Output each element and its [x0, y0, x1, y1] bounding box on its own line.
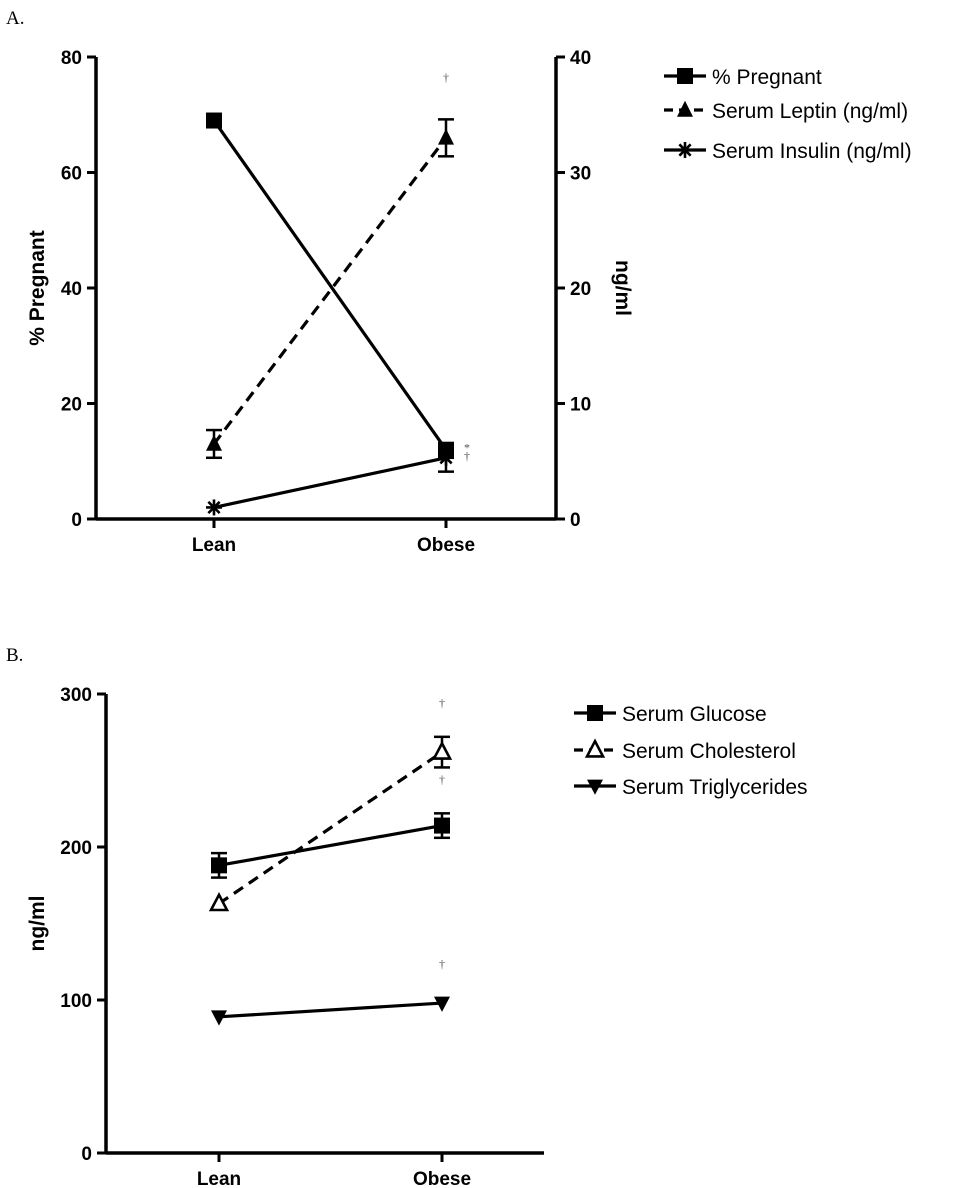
series-serum-insulin-ng-ml	[206, 442, 454, 516]
legend-label-glucose: Serum Glucose	[622, 703, 767, 726]
panel-b-plot-area: 0 100 200 300	[60, 685, 544, 1165]
panel-b-legend: Serum Glucose Serum Cholesterol Serum Tr…	[574, 703, 808, 799]
series-serum-cholesterol	[208, 735, 453, 912]
panel-a-legend: % Pregnant Serum Leptin (ng/ml) Serum In…	[664, 66, 912, 163]
significance-mark: †	[443, 70, 449, 84]
left-axis-tick-label: 60	[61, 164, 82, 185]
series-serum-leptin-ng-ml	[206, 118, 454, 460]
panel-b: B. ng/ml Lean Obese Serum Glucose Serum …	[6, 645, 808, 1188]
left-axis-tick-label: 0	[81, 1144, 92, 1165]
series-line-serum-leptin-ng-ml	[212, 136, 448, 445]
series-serum-glucose	[211, 812, 450, 879]
data-point-serum-triglycerides	[434, 996, 450, 1012]
panel-a: A. % Pregnant ng/ml Lean Obese % Pregnan…	[6, 8, 912, 556]
right-axis-tick-label: 0	[570, 510, 581, 531]
left-axis-tick-label: 100	[60, 991, 92, 1012]
significance-mark: †	[439, 957, 445, 971]
legend-marker-serum-cholesterol	[584, 738, 606, 758]
panel-a-left-axis-title: % Pregnant	[26, 230, 49, 346]
panel-a-label: A.	[6, 8, 24, 29]
legend-label-pregnant: % Pregnant	[712, 66, 822, 89]
data-point-serum-triglycerides	[211, 1010, 227, 1026]
significance-mark: †	[464, 449, 470, 463]
data-point-serum-cholesterol	[431, 740, 453, 760]
series-line-pregnant	[212, 119, 448, 451]
data-point-serum-glucose	[211, 857, 227, 874]
panel-b-x-tick-obese: Obese	[413, 1169, 471, 1188]
legend-label-leptin: Serum Leptin (ng/ml)	[712, 100, 908, 123]
panel-b-left-axis-title: ng/ml	[26, 896, 49, 952]
series-line-serum-triglycerides	[218, 1001, 443, 1019]
significance-mark: *	[464, 441, 470, 455]
legend-label-triglycerides: Serum Triglycerides	[622, 776, 808, 799]
left-axis-tick-label: 80	[61, 48, 82, 69]
left-axis-tick-label: 40	[61, 279, 82, 300]
right-axis-tick-label: 30	[570, 164, 591, 185]
panel-a-right-axis-title: ng/ml	[611, 260, 634, 316]
right-axis-tick-label: 40	[570, 48, 591, 69]
legend-marker-pregnant	[677, 68, 693, 84]
series-line-serum-cholesterol	[218, 750, 443, 905]
legend-marker-serum-glucose	[587, 705, 603, 721]
data-point-serum-glucose	[434, 817, 450, 834]
data-point-serum-leptin-ng-ml	[206, 434, 222, 451]
legend-marker-serum-leptin-ng-ml	[677, 100, 693, 117]
legend-label-cholesterol: Serum Cholesterol	[622, 740, 796, 763]
data-point-serum-leptin-ng-ml	[438, 128, 454, 145]
series-line-serum-insulin-ng-ml	[213, 456, 447, 510]
panel-a-x-tick-obese: Obese	[417, 535, 475, 556]
series-line-serum-glucose	[218, 824, 443, 867]
series-pregnant	[206, 112, 454, 458]
left-axis-tick-label: 200	[60, 838, 92, 859]
significance-mark: †	[439, 696, 445, 710]
legend-marker-serum-insulin-ng-ml	[677, 142, 693, 158]
legend-label-insulin: Serum Insulin (ng/ml)	[712, 140, 912, 163]
right-axis-tick-label: 10	[570, 395, 591, 416]
panel-a-x-tick-lean: Lean	[192, 535, 236, 556]
significance-mark: †	[439, 772, 445, 786]
panel-b-x-tick-lean: Lean	[197, 1169, 241, 1188]
data-point-serum-insulin-ng-ml	[438, 449, 454, 466]
left-axis-tick-label: 0	[71, 510, 82, 531]
data-point-serum-insulin-ng-ml	[206, 499, 222, 516]
panel-a-plot-area: 0 20 40 60 80 0 10 20 30 40	[61, 48, 591, 531]
data-point-serum-cholesterol	[208, 892, 230, 912]
legend-marker-serum-triglycerides	[587, 779, 603, 795]
right-axis-tick-label: 20	[570, 279, 591, 300]
panel-b-label: B.	[6, 645, 23, 666]
data-point-pregnant	[206, 112, 222, 129]
series-serum-triglycerides	[211, 996, 450, 1026]
left-axis-tick-label: 20	[61, 395, 82, 416]
left-axis-tick-label: 300	[60, 685, 92, 706]
